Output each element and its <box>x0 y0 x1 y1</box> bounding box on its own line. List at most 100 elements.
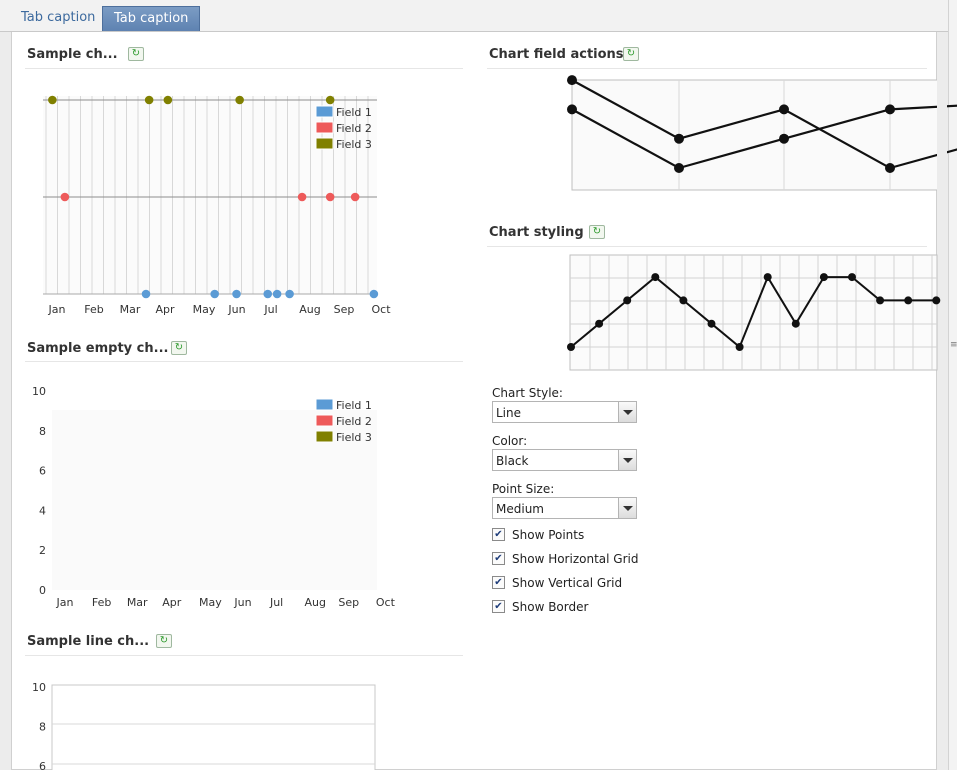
chart-field-actions-refresh-button[interactable]: ↻ <box>623 47 639 61</box>
x-tick-label: Sep <box>338 596 359 609</box>
y-tick-label: 0 <box>39 584 46 597</box>
chart-styling <box>567 254 941 371</box>
legend-swatch <box>315 121 334 134</box>
data-point <box>285 289 294 299</box>
y-tick-label: 6 <box>39 465 46 478</box>
data-point <box>235 95 244 105</box>
sample-empty-chart: 10 8 6 4 2 0 Jan Feb Mar Apr May Jun Jul Aug Sep Oct Fie… <box>32 385 396 609</box>
x-tick-label: Apr <box>155 303 175 316</box>
x-tick-label: Mar <box>127 596 148 609</box>
x-tick-label: Sep <box>334 303 355 316</box>
color-label: Color: <box>492 434 528 448</box>
data-point <box>707 319 716 328</box>
x-tick-label: Oct <box>376 596 396 609</box>
data-point <box>674 133 684 144</box>
checkbox-label: Show Border <box>512 600 589 614</box>
legend-label: Field 2 <box>336 122 372 135</box>
data-point <box>272 289 282 299</box>
checkbox-checked-icon[interactable]: ✔ <box>492 552 505 565</box>
y-tick-label: 4 <box>39 504 46 517</box>
checkbox-checked-icon[interactable]: ✔ <box>492 576 505 589</box>
data-point <box>232 289 241 299</box>
y-tick-label: 6 <box>39 760 46 770</box>
x-tick-label: Aug <box>304 596 325 609</box>
chevron-down-icon[interactable] <box>618 498 636 518</box>
tab-caption-1[interactable]: Tab caption <box>21 10 96 25</box>
checkbox-label: Show Horizontal Grid <box>512 552 639 566</box>
point-size-select[interactable]: Medium <box>492 497 637 519</box>
chevron-down-icon[interactable] <box>618 402 636 422</box>
sample-empty-chart-refresh-button[interactable]: ↻ <box>171 341 187 355</box>
divider <box>487 246 927 247</box>
x-tick-label: Jul <box>269 596 283 609</box>
data-point <box>141 289 151 299</box>
data-point <box>567 75 577 86</box>
series-line <box>570 274 937 349</box>
data-point <box>210 289 219 299</box>
x-tick-label: May <box>193 303 216 316</box>
legend-swatch <box>315 430 334 443</box>
color-select[interactable]: Black <box>492 449 637 471</box>
data-point <box>763 273 772 282</box>
data-point <box>567 104 577 115</box>
data-point <box>779 133 789 144</box>
data-point <box>48 95 57 105</box>
refresh-icon: ↻ <box>626 48 636 59</box>
x-tick-label: Mar <box>120 303 141 316</box>
legend-label: Field 2 <box>336 415 372 428</box>
chart-field-actions <box>567 70 957 195</box>
sample-line-chart-refresh-button[interactable]: ↻ <box>156 634 172 648</box>
checkbox-label: Show Vertical Grid <box>512 576 623 590</box>
sample-chart-refresh-button[interactable]: ↻ <box>128 47 144 61</box>
chevron-down-icon[interactable] <box>618 450 636 470</box>
chart-style-select[interactable]: Line <box>492 401 637 423</box>
data-point <box>651 273 660 282</box>
sample-empty-chart-title: Sample empty ch... <box>27 341 169 356</box>
x-tick-label: May <box>199 596 222 609</box>
data-point <box>885 104 895 115</box>
data-point <box>350 192 360 202</box>
splitter-grip-icon[interactable]: ≡ <box>950 340 957 350</box>
x-tick-label: Oct <box>371 303 391 316</box>
sample-line-chart: 10 8 6 <box>32 681 376 770</box>
x-tick-label: Jan <box>56 596 74 609</box>
divider <box>25 361 463 362</box>
point-size-value: Medium <box>496 502 544 516</box>
x-tick-label: Feb <box>84 303 103 316</box>
chart-styling-refresh-button[interactable]: ↻ <box>589 225 605 239</box>
vertical-scrollbar[interactable] <box>948 0 957 770</box>
clip-mask <box>937 70 947 195</box>
y-tick-label: 2 <box>39 544 46 557</box>
tab-caption-2-active[interactable]: Tab caption <box>102 6 201 31</box>
legend-label: Field 3 <box>336 431 372 444</box>
data-point <box>679 296 688 305</box>
legend-swatch <box>315 398 334 411</box>
checkbox-checked-icon[interactable]: ✔ <box>492 528 505 541</box>
legend-swatch <box>315 137 334 150</box>
data-point <box>595 319 604 328</box>
color-value: Black <box>496 454 529 468</box>
plot-area <box>51 684 376 770</box>
y-tick-label: 8 <box>39 721 46 734</box>
data-point <box>325 95 335 105</box>
y-tick-label: 10 <box>32 385 46 398</box>
checkbox-checked-icon[interactable]: ✔ <box>492 600 505 613</box>
legend-swatch <box>315 414 334 427</box>
data-point <box>885 163 895 173</box>
data-point <box>876 296 885 305</box>
data-point <box>144 95 154 105</box>
data-point <box>369 289 379 299</box>
data-point <box>297 192 307 202</box>
chart-styling-title: Chart styling <box>489 225 584 240</box>
divider <box>487 68 927 69</box>
data-point <box>932 296 941 305</box>
legend-label: Field 1 <box>336 106 372 119</box>
data-point <box>848 273 856 282</box>
refresh-icon: ↻ <box>131 48 141 59</box>
x-tick-label: Apr <box>162 596 182 609</box>
refresh-icon: ↻ <box>174 342 184 353</box>
data-point <box>674 163 684 173</box>
sample-chart: Jan Feb Mar Apr May Jun Jul Aug Sep Oct Field 1 Fie… <box>43 95 391 316</box>
legend-label: Field 1 <box>336 399 372 412</box>
tab-bar: Tab caption Tab caption <box>0 0 948 32</box>
